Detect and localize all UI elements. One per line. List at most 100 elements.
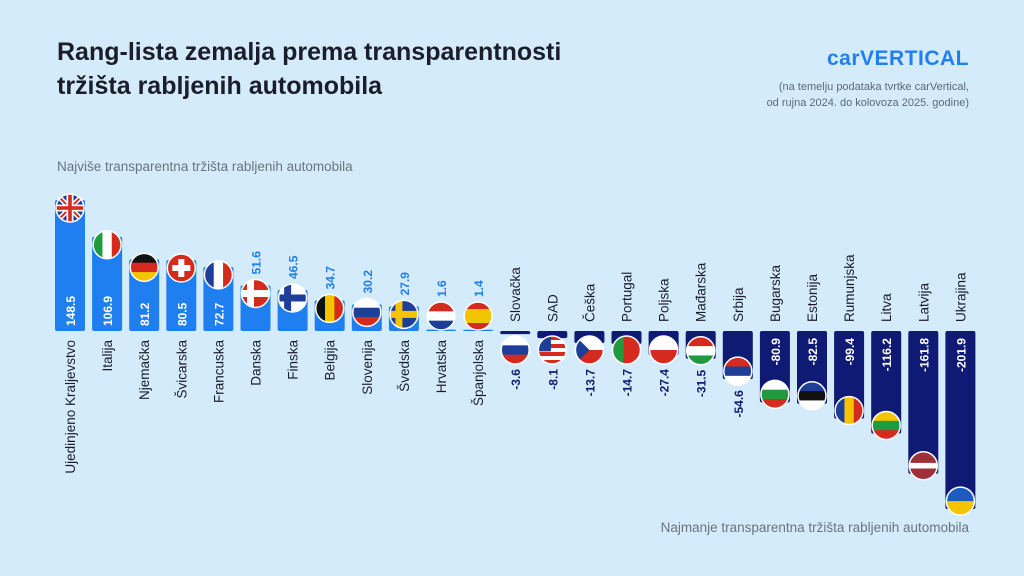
flag-stripe: [760, 380, 789, 391]
flag-ring: [871, 410, 901, 441]
category-label: Ujedinjeno Kraljevstvo: [63, 340, 78, 474]
flag-stripe: [334, 294, 344, 323]
category-label: Ukrajina: [953, 272, 968, 322]
category-label: Španjolska: [471, 340, 486, 407]
value-label: -27.4: [658, 369, 672, 397]
category-label: Švicarska: [174, 340, 189, 399]
flag-stripe: [634, 336, 641, 364]
flag-stripe: [464, 309, 493, 317]
flag-ring: [352, 297, 382, 328]
bar: [537, 331, 568, 339]
value-label: -31.5: [695, 369, 709, 397]
category-label: Poljska: [657, 278, 672, 322]
flag-stripe: [798, 391, 826, 401]
flag: [501, 336, 530, 364]
flag-ring: [203, 260, 234, 290]
flag: [723, 357, 752, 386]
flag-stripe: [501, 345, 530, 356]
flag-stripe: [427, 311, 455, 322]
flag: [204, 260, 233, 289]
value-label: -82.5: [806, 338, 820, 366]
flag-ring: [240, 278, 271, 309]
flag-cross: [278, 294, 307, 302]
flag: [56, 194, 84, 223]
flag-stripe: [315, 294, 326, 323]
flag-stripe: [352, 298, 381, 309]
flag: [538, 336, 567, 364]
flag-ring: [55, 193, 85, 223]
category-label: Litva: [879, 293, 894, 322]
flag: [130, 253, 159, 282]
bar: [92, 236, 123, 331]
flag-stripe: [723, 366, 752, 377]
category-label: Estonija: [805, 273, 820, 322]
category-label: Latvija: [916, 282, 931, 322]
flag-stripe: [538, 340, 567, 345]
flag-ring: [797, 381, 827, 411]
flag-stripe: [501, 336, 530, 346]
top-label: Najviše transparentna tržišta rabljenih …: [57, 159, 353, 174]
category-label: Srbija: [731, 287, 746, 322]
flag-stripe: [538, 348, 567, 353]
flag-stripe: [649, 336, 678, 351]
bar: [871, 331, 902, 434]
flag-ring: [463, 301, 493, 331]
value-label: -14.7: [621, 369, 635, 397]
flag-stripe: [649, 350, 678, 364]
flag-stripe: [798, 381, 826, 392]
flag-stripe: [102, 230, 113, 259]
category-label: Slovenija: [360, 340, 375, 395]
flag-stripe: [723, 357, 752, 367]
flag: [649, 336, 678, 364]
flag-stripe: [686, 346, 715, 356]
value-label: -13.7: [583, 369, 597, 397]
category-label: Bugarska: [768, 264, 783, 322]
flag: [93, 230, 122, 259]
flag-ring: [760, 379, 790, 410]
bar: [908, 331, 939, 474]
flag: [389, 300, 418, 329]
value-label: 148.5: [64, 296, 78, 326]
flag-ring: [834, 395, 864, 426]
flag-stripe: [760, 399, 789, 409]
value-label: 81.2: [138, 302, 152, 326]
flag-stripe: [853, 396, 864, 425]
flag-stripe: [427, 320, 455, 330]
flag-stripe: [464, 302, 493, 310]
flag-stripe: [538, 344, 567, 349]
flag-ring: [314, 293, 345, 324]
flag: [241, 279, 270, 308]
flag-stripe: [352, 317, 381, 327]
category-label: SAD: [545, 294, 560, 322]
flag-ring: [574, 335, 605, 365]
flag: [167, 253, 196, 282]
flag-ring: [611, 335, 642, 365]
value-label: 72.7: [212, 302, 226, 326]
category-label: Mađarska: [694, 262, 709, 322]
flag: [909, 451, 938, 480]
flag-stripe: [623, 336, 630, 364]
flag-stripe: [909, 474, 938, 480]
flag-ring: [537, 335, 568, 365]
flag-stripe: [760, 389, 789, 400]
category-label: Slovačka: [508, 267, 523, 322]
value-label: -99.4: [843, 338, 857, 366]
flag-stripe: [464, 323, 493, 330]
flag-ring: [129, 252, 159, 283]
flag-ring: [92, 229, 122, 260]
flag: [464, 302, 493, 330]
flag-ring: [389, 299, 419, 330]
category-label: Portugal: [620, 272, 635, 322]
flag: [798, 381, 826, 410]
flag-stripe: [538, 336, 567, 341]
category-label: Hrvatska: [434, 340, 449, 394]
flag-stripe: [798, 400, 826, 410]
flag-stripe: [223, 260, 233, 289]
value-label: 30.2: [361, 270, 375, 294]
category-label: Francuska: [211, 340, 226, 404]
source-note: od rujna 2024. do kolovoza 2025. godine): [767, 97, 969, 109]
flag: [278, 283, 307, 312]
category-label: Finska: [286, 340, 301, 380]
flag-stripe: [909, 462, 938, 470]
